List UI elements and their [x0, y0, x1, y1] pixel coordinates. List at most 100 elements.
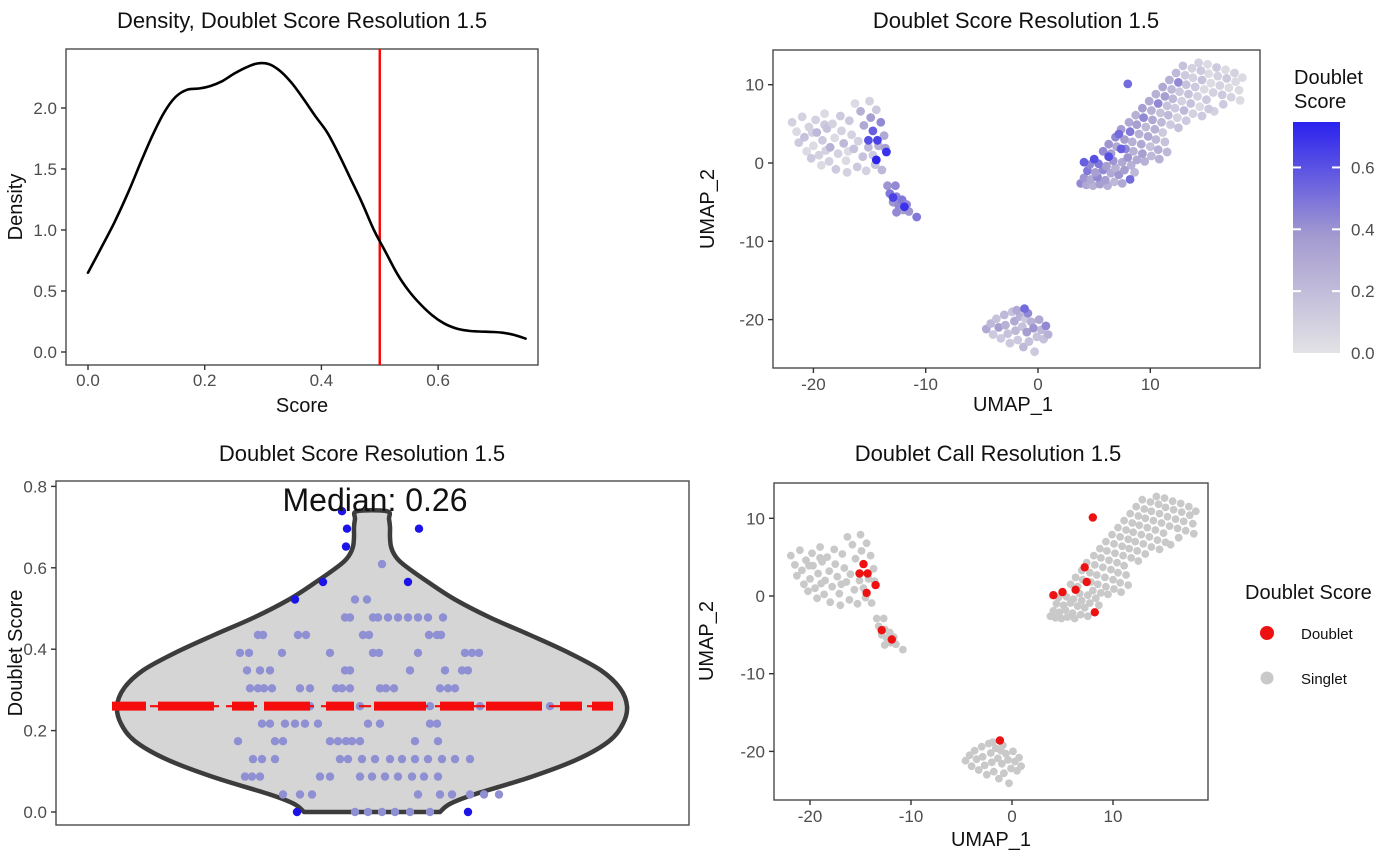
cell-point-score [882, 147, 891, 157]
violin-jitter-point [405, 807, 415, 817]
violin-jitter-point [419, 772, 429, 781]
density-x-tick-label: 0.4 [310, 371, 334, 390]
cell-point-singlet [1108, 530, 1116, 539]
violin-panel-border [55, 480, 690, 826]
violin-jitter-point [277, 648, 287, 658]
cell-point-score [1032, 332, 1042, 342]
violin-jitter-point [301, 630, 311, 640]
cell-point-singlet [869, 564, 878, 573]
cell-point-singlet [1132, 502, 1141, 511]
violin-jitter-point [425, 719, 435, 728]
cell-point-singlet [998, 759, 1006, 768]
violin-jitter-point [447, 790, 457, 799]
violin-jitter-point [257, 719, 267, 728]
cell-point-singlet [857, 547, 866, 555]
cell-point-singlet [798, 566, 806, 575]
cell-point-singlet [872, 614, 881, 623]
cell-point-singlet [1163, 512, 1172, 521]
cell-point-score [1181, 80, 1191, 90]
cell-point-singlet [1140, 505, 1149, 513]
violin-outlier-point [341, 542, 351, 551]
cell-point-singlet [987, 758, 996, 767]
cell-point-doublet [1088, 513, 1098, 522]
cell-point-score [816, 160, 826, 170]
cell-point-score [824, 157, 834, 166]
cell-point-singlet [1002, 749, 1010, 758]
umap-score-x-tick-label: 0 [1033, 375, 1042, 394]
cell-point-singlet [1155, 545, 1164, 554]
cell-point-score [1143, 132, 1153, 141]
violin-jitter-point [235, 648, 245, 658]
cell-point-singlet [811, 584, 819, 593]
violin-jitter-point [325, 737, 335, 746]
violin-jitter-point [240, 772, 250, 781]
cell-point-score [1041, 321, 1051, 331]
cell-point-singlet [816, 543, 824, 551]
violin-jitter-point [413, 648, 423, 658]
cell-point-singlet [833, 572, 842, 581]
cell-point-score [1206, 78, 1216, 88]
violin-jitter-point [355, 737, 365, 746]
violin-jitter-point [374, 648, 384, 658]
cell-point-score [1204, 104, 1214, 114]
density-x-tick-label: 0.0 [76, 371, 100, 390]
umap-call-y-tick-label: -10 [740, 665, 765, 684]
cell-point-score [1172, 113, 1182, 122]
violin-jitter-point [337, 684, 347, 693]
density-y-axis-title: Density [5, 174, 27, 241]
cell-point-score [1196, 66, 1206, 75]
umap-score-x-tick-label: -20 [801, 375, 826, 394]
violin-outlier-point [342, 524, 352, 533]
violin-jitter-point [425, 807, 435, 817]
cell-point-singlet [1169, 505, 1178, 514]
cell-point-singlet [1135, 521, 1144, 530]
cell-point-singlet [826, 598, 835, 607]
violin-jitter-point [413, 613, 423, 622]
cell-point-singlet [1077, 596, 1086, 605]
violin-y-tick-label: 0.6 [23, 559, 47, 578]
cell-point-singlet [1189, 529, 1198, 538]
violin-jitter-point [300, 719, 310, 728]
cell-point-score [1212, 63, 1221, 72]
cell-point-singlet [1126, 509, 1135, 518]
violin-jitter-point [253, 684, 263, 693]
cell-point-score [1235, 96, 1245, 105]
density-panel-border [65, 48, 539, 366]
violin-jitter-point [350, 807, 360, 817]
cell-point-singlet [1154, 500, 1163, 509]
violin-jitter-point [358, 630, 368, 640]
cell-point-doublet [871, 580, 880, 590]
umap-call-y-axis-title: UMAP_2 [696, 601, 718, 681]
cell-point-score [892, 207, 901, 217]
violin-jitter-point [293, 630, 303, 640]
cell-point-score [1114, 129, 1124, 139]
cell-point-score [1024, 337, 1034, 346]
cell-point-score [1101, 175, 1110, 185]
violin-jitter-point [450, 684, 460, 693]
cell-point-singlet [1101, 573, 1109, 582]
violin-jitter-point [363, 719, 373, 728]
cell-point-score [1188, 109, 1198, 119]
call-legend-title: Doublet Score [1245, 582, 1372, 604]
violin-jitter-point [474, 648, 484, 658]
cell-point-score [1174, 123, 1183, 133]
cell-point-singlet [1071, 573, 1080, 582]
cell-point-score [1157, 117, 1166, 127]
violin-jitter-point [435, 790, 445, 799]
violin-jitter-point [465, 790, 475, 799]
cell-point-score [1150, 124, 1160, 134]
violin-y-tick-label: 0.2 [23, 722, 47, 741]
cell-point-score [1120, 135, 1129, 144]
violin-jitter-point [295, 684, 305, 693]
violin-jitter-point [377, 559, 387, 569]
cell-point-score [852, 162, 862, 172]
cell-point-score [1001, 320, 1010, 330]
violin-outlier-point [290, 595, 300, 604]
cell-point-singlet [1138, 495, 1147, 504]
violin-jitter-point [433, 772, 443, 781]
violin-jitter-point [307, 790, 317, 799]
cell-point-score [1104, 152, 1114, 162]
violin-outlier-point [403, 577, 413, 587]
cell-point-doublet [1082, 577, 1091, 587]
cell-point-singlet [842, 578, 851, 586]
